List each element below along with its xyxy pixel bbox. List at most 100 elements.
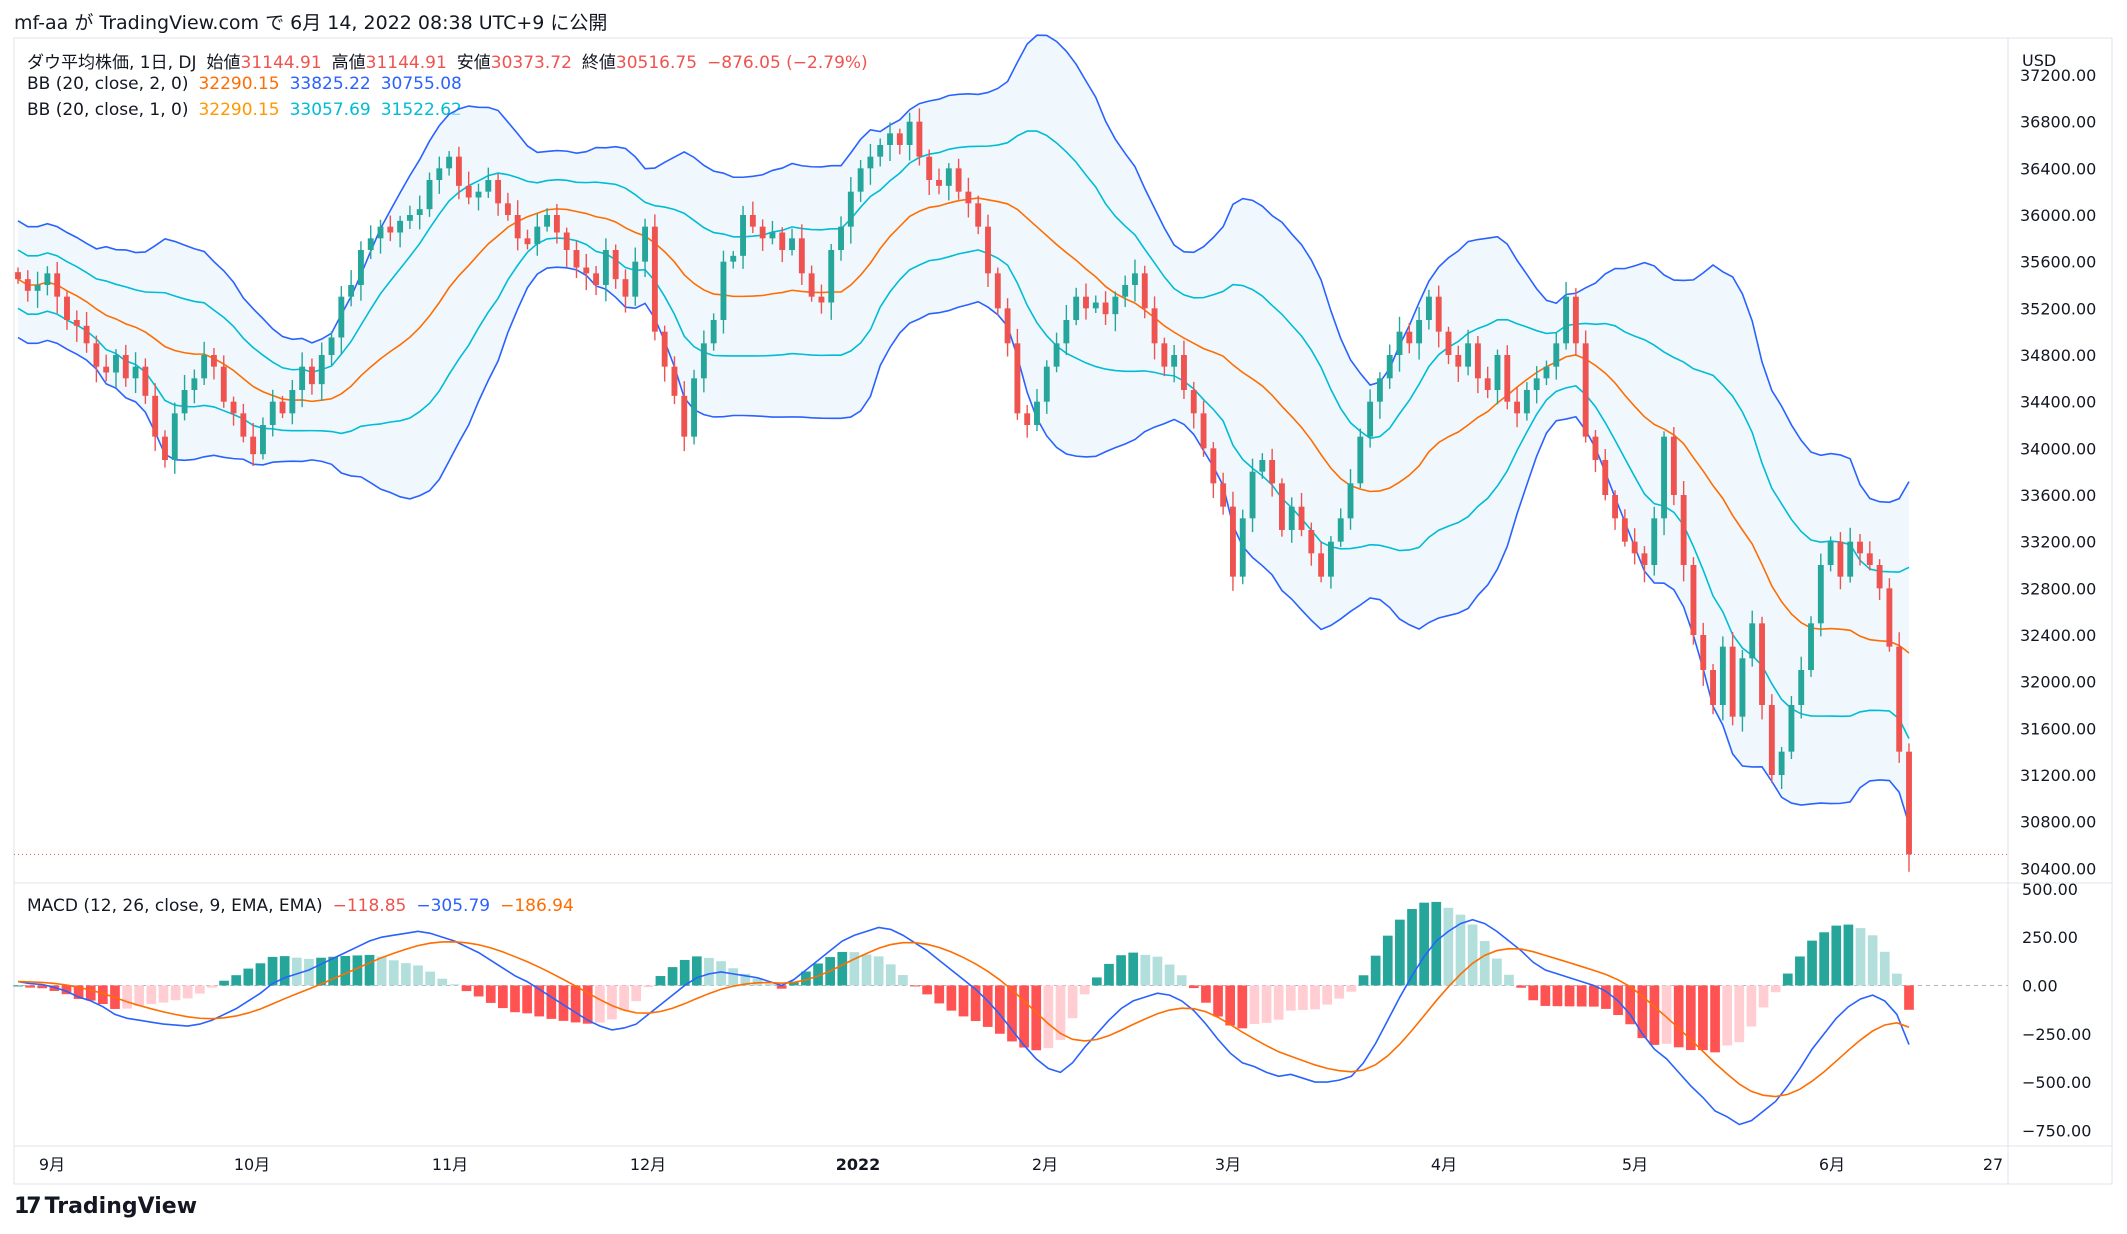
candle-body bbox=[936, 180, 942, 186]
legend-macd-signal: −186.94 bbox=[500, 896, 574, 916]
candle-body bbox=[406, 215, 413, 221]
candle-body bbox=[1230, 506, 1236, 577]
candle-body bbox=[436, 168, 443, 180]
candle-body bbox=[916, 121, 923, 157]
macd-histogram-bar bbox=[849, 952, 860, 986]
macd-histogram-bar bbox=[1043, 985, 1054, 1049]
macd-histogram-bar bbox=[1746, 985, 1757, 1027]
candle-body bbox=[1004, 308, 1011, 344]
price-tick-label: 34800.00 bbox=[2020, 346, 2096, 365]
macd-histogram-bar bbox=[1819, 932, 1829, 986]
candle-body bbox=[945, 168, 952, 186]
price-tick-label: 34400.00 bbox=[2020, 393, 2096, 412]
candle-body bbox=[367, 238, 374, 250]
candle-body bbox=[54, 273, 61, 297]
candle-body bbox=[1151, 308, 1158, 344]
macd-histogram-bar bbox=[13, 985, 23, 987]
candle-body bbox=[808, 273, 815, 297]
macd-histogram-bar bbox=[679, 959, 690, 986]
macd-histogram-bar bbox=[425, 971, 435, 986]
candle-body bbox=[1857, 541, 1863, 554]
time-tick-label: 6月 bbox=[1819, 1155, 1845, 1174]
candle-body bbox=[1543, 366, 1550, 379]
price-tick-label: 33200.00 bbox=[2020, 533, 2096, 552]
macd-histogram-bar bbox=[546, 985, 557, 1019]
candle-body bbox=[798, 238, 805, 274]
candle-body bbox=[397, 220, 404, 233]
macd-histogram-bar bbox=[1140, 954, 1151, 986]
candle-body bbox=[1288, 506, 1295, 530]
macd-histogram-bar bbox=[1904, 985, 1914, 1010]
price-tick-label: 34000.00 bbox=[2020, 439, 2096, 458]
candle-body bbox=[877, 145, 884, 157]
macd-histogram-bar bbox=[995, 985, 1005, 1034]
macd-histogram-bar bbox=[1770, 985, 1781, 993]
candle-body bbox=[1063, 320, 1070, 344]
candle-body bbox=[1298, 506, 1305, 530]
candle-body bbox=[73, 320, 80, 326]
macd-histogram-bar bbox=[1334, 985, 1345, 999]
candle-body bbox=[1249, 471, 1256, 519]
price-tick-label: 33600.00 bbox=[2020, 486, 2096, 505]
candle-body bbox=[1631, 541, 1638, 554]
candle-body bbox=[1523, 390, 1530, 414]
macd-histogram-bar bbox=[1261, 985, 1272, 1023]
legend-bb1-upper: 33057.69 bbox=[289, 100, 371, 120]
candle-body bbox=[838, 226, 844, 250]
tradingview-footer[interactable]: 𝟭𝟳 TradingView bbox=[14, 1194, 197, 1219]
candle-body bbox=[1808, 623, 1814, 670]
candle-body bbox=[1171, 355, 1178, 367]
macd-histogram-bar bbox=[631, 985, 642, 1002]
candle-body bbox=[387, 226, 394, 233]
time-tick-label: 11月 bbox=[432, 1155, 468, 1174]
macd-histogram-bar bbox=[667, 967, 678, 986]
candle-body bbox=[1190, 390, 1197, 414]
macd-histogram-bar bbox=[1710, 985, 1720, 1053]
price-axis-currency: USD bbox=[2022, 51, 2056, 70]
candle-body bbox=[1798, 670, 1805, 705]
candle-body bbox=[318, 355, 325, 385]
macd-histogram-bar bbox=[61, 985, 72, 995]
candle-body bbox=[260, 425, 266, 455]
macd-histogram-bar bbox=[37, 985, 48, 989]
macd-histogram-bar bbox=[328, 956, 339, 986]
macd-histogram-bar bbox=[704, 957, 714, 986]
macd-histogram-bar bbox=[1673, 985, 1684, 1048]
candle-body bbox=[201, 355, 208, 379]
candle-body bbox=[1602, 460, 1609, 495]
macd-histogram-bar bbox=[1649, 985, 1660, 1045]
macd-histogram-bar bbox=[1007, 985, 1017, 1042]
macd-histogram-bar bbox=[146, 985, 157, 1005]
legend-macd-line: −305.79 bbox=[416, 896, 491, 916]
candle-body bbox=[720, 261, 727, 320]
macd-histogram-bar bbox=[134, 985, 145, 1007]
macd-histogram-bar bbox=[1698, 985, 1708, 1051]
candle-body bbox=[544, 215, 551, 227]
macd-histogram-bar bbox=[716, 961, 726, 986]
macd-histogram-bar bbox=[1346, 985, 1357, 992]
macd-histogram-bar bbox=[1273, 985, 1284, 1020]
candle-body bbox=[612, 250, 619, 280]
macd-histogram-bar bbox=[1055, 985, 1066, 1040]
candle-body bbox=[1092, 302, 1099, 309]
macd-histogram-bar bbox=[1782, 973, 1793, 986]
macd-histogram-bar bbox=[413, 965, 423, 986]
macd-histogram-bar bbox=[1091, 977, 1102, 986]
candle-body bbox=[1641, 553, 1648, 565]
candle-body bbox=[1318, 553, 1325, 577]
candle-body bbox=[1161, 343, 1168, 367]
macd-histogram-bar bbox=[1892, 973, 1902, 986]
candle-body bbox=[1269, 460, 1276, 484]
macd-histogram-bar bbox=[740, 973, 751, 986]
candle-body bbox=[985, 226, 991, 274]
candle-body bbox=[789, 238, 795, 250]
time-tick-label: 10月 bbox=[234, 1155, 270, 1174]
macd-histogram-bar bbox=[1855, 928, 1866, 986]
candle-body bbox=[465, 185, 472, 198]
macd-histogram-bar bbox=[194, 985, 205, 994]
time-tick-label: 4月 bbox=[1431, 1155, 1457, 1174]
macd-histogram-bar bbox=[1722, 985, 1733, 1046]
candle-body bbox=[573, 250, 580, 268]
candle-body bbox=[955, 168, 962, 192]
